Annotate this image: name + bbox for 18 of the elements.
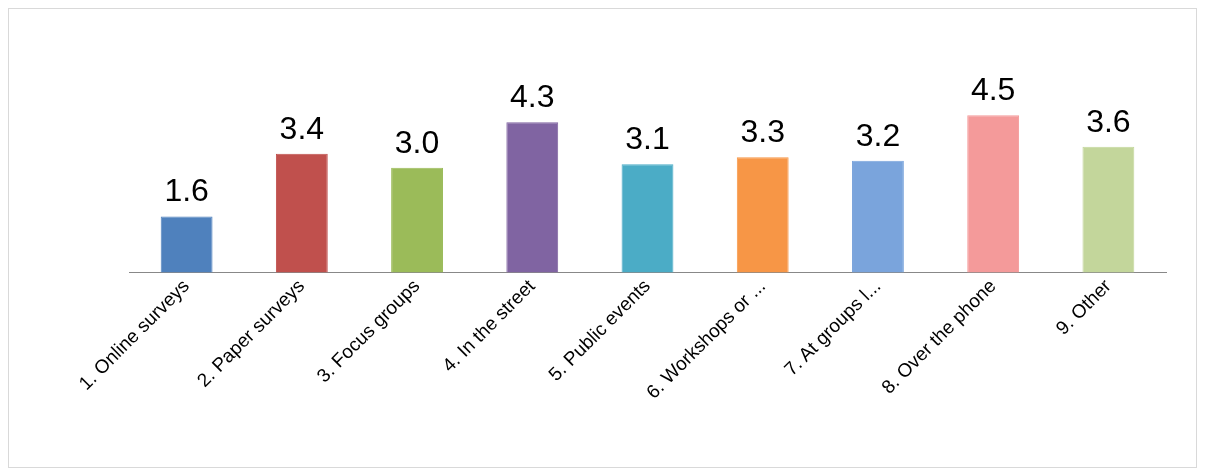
data-label: 3.6: [1086, 102, 1131, 139]
data-label: 3.1: [625, 120, 670, 157]
data-label: 4.3: [510, 78, 555, 115]
bar: [506, 122, 559, 273]
data-label: 4.5: [970, 71, 1016, 108]
data-label: 1.6: [164, 172, 209, 209]
bar: [391, 167, 443, 273]
bar: [967, 115, 1020, 273]
data-label: 3.2: [855, 116, 901, 153]
bar: [275, 153, 328, 273]
bar: [160, 216, 213, 273]
data-label: 3.0: [394, 123, 440, 160]
bar: [736, 157, 789, 273]
bar: [621, 164, 674, 273]
data-label: 3.3: [740, 113, 785, 150]
data-label: 3.4: [279, 109, 325, 146]
bar: [852, 160, 904, 273]
bar: [1082, 146, 1135, 273]
